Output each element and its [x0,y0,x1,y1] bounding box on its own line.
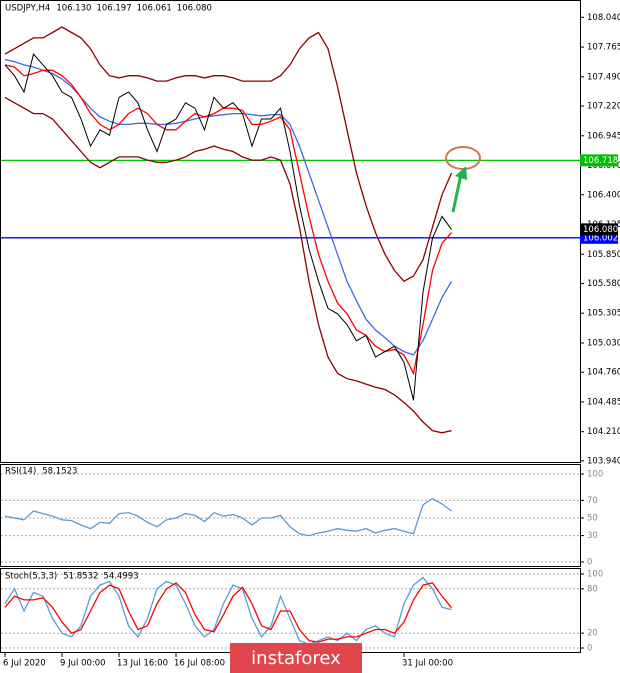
readout: 106.061 [137,4,172,14]
level-label: 106.718 [583,156,618,166]
y-tick-label: 105.305 [587,309,620,319]
x-tick-label: 13 Jul 16:00 [117,659,168,669]
y-tick-label: 106.400 [587,190,620,200]
y-tick-label: 80 [587,584,598,594]
readout: 106.080 [177,4,212,14]
panel-title: RSI(14) [5,467,36,477]
y-tick-label: 108.040 [587,13,620,23]
y-tick-label: 0 [587,644,592,654]
series-line [4,582,453,643]
y-tick-label: 105.580 [587,279,620,289]
level-label: 106.002 [583,233,618,243]
y-tick-label: 104.760 [587,368,620,378]
y-tick-label: 106.945 [587,131,620,141]
y-tick-label: 107.220 [587,102,620,112]
rsi-panel [0,464,581,567]
marks: 108.040107.765107.490107.220106.945106.6… [1,4,620,669]
series-line [4,576,452,645]
arrow-shaft [451,173,463,213]
y-tick-label: 20 [587,629,598,639]
y-tick-label: 70 [587,496,598,506]
panel-title: USDJPY,H4 [5,4,50,14]
x-tick-label: 9 Jul 00:00 [60,659,106,669]
level-label-box [580,154,618,167]
price-label: 106.080 [583,225,618,235]
arrow-head [455,166,467,180]
readout: 54.4993 [103,572,138,582]
y-tick-label: 100 [587,470,603,480]
annotation [445,146,481,213]
series-line [4,53,452,401]
y-tick-label: 100 [587,570,603,580]
y-tick-label: 105.030 [587,338,620,348]
y-tick-label: 107.765 [587,43,620,53]
series-line [4,497,452,537]
readout: 51.8532 [63,572,98,582]
series-line [4,26,453,283]
panel-title: Stoch(5,3,3) [5,572,57,582]
y-tick-label: 0 [587,558,592,568]
readout: 58.1523 [42,467,77,477]
price-label-box [580,223,618,236]
series-line [4,96,452,434]
y-tick-label: 105.850 [587,250,620,260]
y-tick-label: 104.210 [587,427,620,437]
x-tick-label: 16 Jul 08:00 [174,659,225,669]
y-tick-label: 104.485 [587,397,620,407]
y-tick-label: 50 [587,514,598,524]
watermark: instaforex [251,648,341,669]
readout: 106.130 [56,4,91,14]
watermark-box [230,643,362,673]
x-tick-label: 31 Jul 00:00 [402,659,453,669]
readout: 106.197 [96,4,131,14]
y-tick-label: 107.490 [587,72,620,82]
y-tick-label: 103.940 [587,456,620,466]
y-tick-label: 30 [587,531,598,541]
x-tick-label: 6 Jul 2020 [3,659,46,669]
series-line [4,64,452,376]
